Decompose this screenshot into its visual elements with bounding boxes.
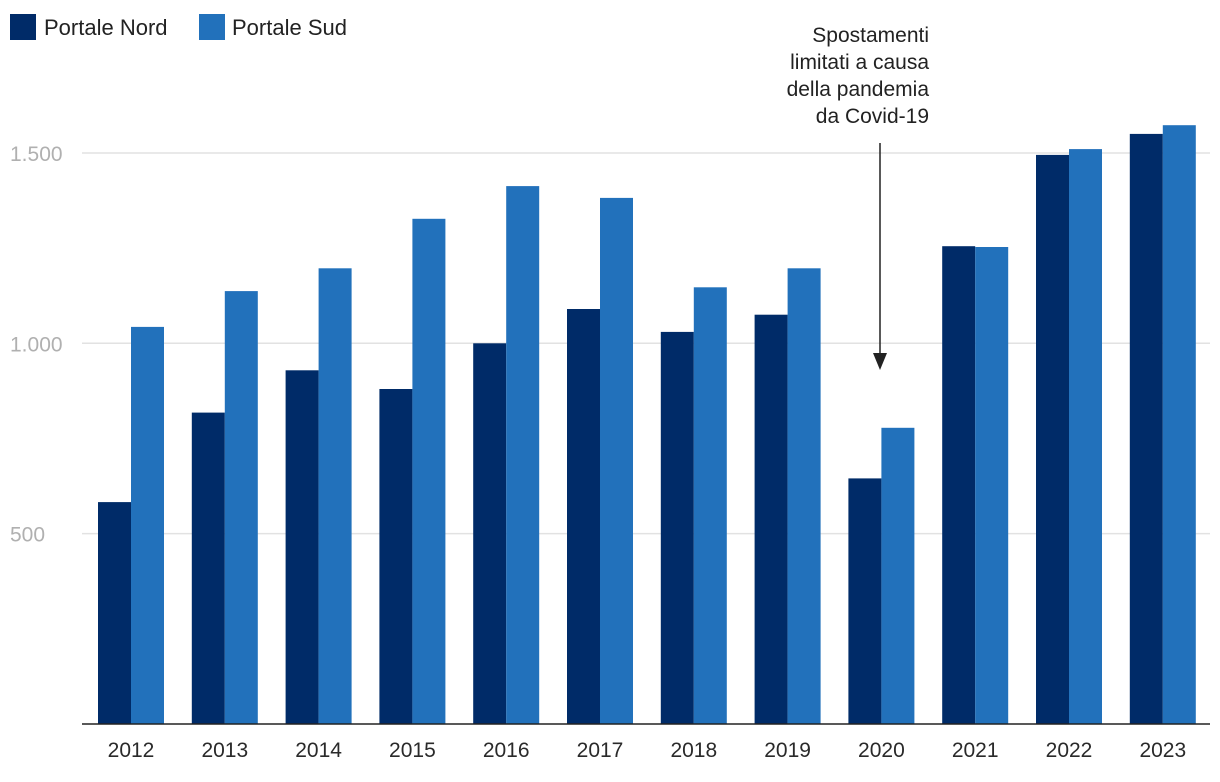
x-tick-label-2014: 2014 xyxy=(295,739,342,762)
legend-swatch-nord xyxy=(10,14,36,40)
annotation-line: limitati a causa xyxy=(790,51,929,74)
bar-nord-2017 xyxy=(567,309,600,724)
legend: Portale Nord Portale Sud xyxy=(10,14,347,40)
annotation-line: Spostamenti xyxy=(812,24,929,47)
bar-sud-2015 xyxy=(412,218,446,725)
x-tick-label-2023: 2023 xyxy=(1139,739,1186,762)
legend-label-nord: Portale Nord xyxy=(44,15,168,40)
bar-sud-2014 xyxy=(318,268,352,724)
annotation-line: della pandemia xyxy=(787,78,930,101)
bars xyxy=(98,125,1196,725)
legend-label-sud: Portale Sud xyxy=(232,15,347,40)
x-axis-ticks: 2012 2013 2014 2015 2016 2017 2018 2019 2020 2021… xyxy=(108,739,1187,762)
bar-nord-2013 xyxy=(191,412,225,724)
bar-sud-2019 xyxy=(787,268,821,724)
x-tick-label-2019: 2019 xyxy=(764,739,811,762)
bar-nord-2018 xyxy=(660,331,694,724)
bar-sud-2013 xyxy=(224,291,258,724)
y-tick-label: 1.500 xyxy=(10,143,63,166)
bar-sud-2017 xyxy=(600,197,633,724)
bar-nord-2015 xyxy=(379,389,413,724)
bar-sud-2021 xyxy=(975,247,1009,724)
bar-sud-2018 xyxy=(693,287,727,724)
x-tick-label-2013: 2013 xyxy=(201,739,248,762)
y-tick-label: 500 xyxy=(10,524,45,547)
x-tick-label-2018: 2018 xyxy=(670,739,717,762)
bar-nord-2021 xyxy=(942,246,976,724)
y-axis-ticks: 500 1.000 1.500 xyxy=(10,143,63,547)
gridlines xyxy=(82,152,1210,535)
bar-sud-2016 xyxy=(506,186,540,725)
bar-nord-2012 xyxy=(98,502,131,724)
annotation-line: da Covid-19 xyxy=(816,105,929,128)
bar-nord-2016 xyxy=(473,343,507,724)
annotation: Spostamenti limitati a causa della pandemi… xyxy=(787,24,930,370)
x-tick-label-2012: 2012 xyxy=(108,739,155,762)
bar-nord-2020 xyxy=(848,478,882,724)
x-tick-label-2022: 2022 xyxy=(1046,739,1093,762)
bar-sud-2023 xyxy=(1162,125,1196,724)
legend-swatch-sud xyxy=(199,14,225,40)
x-tick-label-2021: 2021 xyxy=(952,739,999,762)
x-tick-label-2020: 2020 xyxy=(858,739,905,762)
bar-sud-2022 xyxy=(1069,149,1102,725)
x-tick-label-2015: 2015 xyxy=(389,739,436,762)
x-tick-label-2016: 2016 xyxy=(483,739,530,762)
y-tick-label: 1.000 xyxy=(10,333,63,356)
annotation-arrowhead xyxy=(873,353,887,370)
x-tick-label-2017: 2017 xyxy=(577,739,624,762)
bar-sud-2020 xyxy=(881,427,915,724)
bar-nord-2014 xyxy=(285,370,319,724)
bar-sud-2012 xyxy=(131,326,164,724)
bar-nord-2023 xyxy=(1129,133,1163,724)
bar-nord-2019 xyxy=(754,314,788,724)
bar-nord-2022 xyxy=(1036,154,1069,724)
